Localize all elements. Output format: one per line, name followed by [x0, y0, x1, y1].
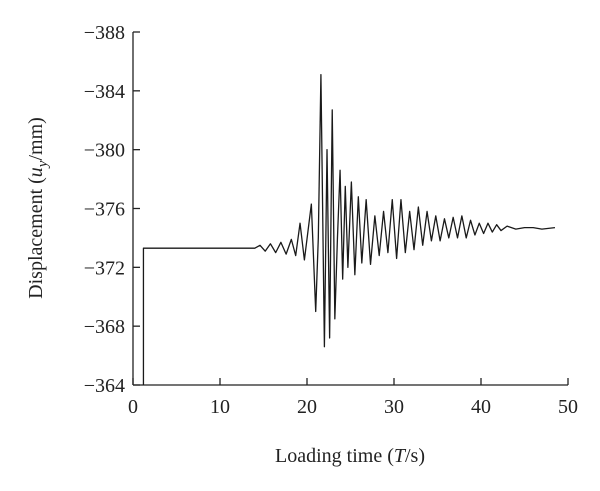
- y-tick-label: −372: [84, 257, 125, 279]
- y-tick-label: −364: [84, 375, 125, 397]
- y-tick-label: −376: [84, 199, 125, 221]
- x-tick-label: 30: [384, 396, 404, 418]
- x-axis-label: Loading time (T/s): [275, 445, 425, 467]
- x-tick-label: 0: [128, 396, 138, 418]
- y-tick-label: −388: [84, 22, 125, 44]
- y-tick-label: −380: [84, 140, 125, 162]
- x-tick-label: 10: [210, 396, 230, 418]
- x-tick-label: 20: [297, 396, 317, 418]
- x-tick-label: 40: [471, 396, 491, 418]
- y-tick-label: −368: [84, 316, 125, 338]
- y-axis-label: Displacement (uy/mm): [25, 117, 51, 299]
- y-tick-label: −384: [84, 81, 125, 103]
- data-line: [142, 74, 556, 385]
- x-tick-label: 50: [558, 396, 578, 418]
